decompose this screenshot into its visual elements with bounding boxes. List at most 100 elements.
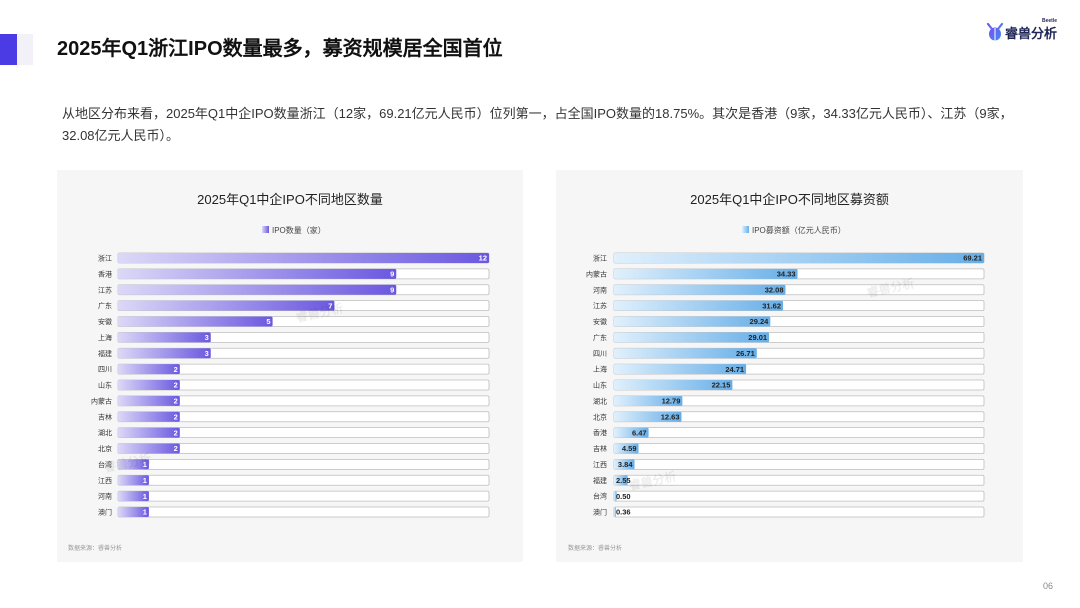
value-label: 12 bbox=[479, 254, 487, 263]
bar-湖北 bbox=[614, 395, 683, 406]
value-label: 29.01 bbox=[748, 333, 767, 342]
legend-label: IPO数量（家） bbox=[272, 225, 326, 235]
bar-河南 bbox=[614, 284, 786, 295]
category-label: 广东 bbox=[593, 333, 607, 342]
bar-湖北 bbox=[118, 427, 180, 438]
title-accent-fade bbox=[17, 34, 33, 65]
value-label: 9 bbox=[390, 285, 394, 294]
category-label: 浙江 bbox=[593, 254, 607, 263]
value-label: 9 bbox=[390, 270, 394, 279]
value-label: 2 bbox=[174, 444, 178, 453]
value-label: 69.21 bbox=[963, 254, 982, 263]
category-label: 上海 bbox=[98, 333, 112, 342]
value-label: 5 bbox=[266, 317, 270, 326]
watermark-text: 睿兽分析 bbox=[103, 450, 153, 475]
value-label: 26.71 bbox=[736, 349, 755, 358]
value-label: 2.55 bbox=[616, 476, 631, 485]
value-label: 1 bbox=[143, 460, 147, 469]
bar-吉林 bbox=[614, 443, 639, 454]
value-label: 22.15 bbox=[712, 381, 731, 390]
value-label: 0.36 bbox=[616, 508, 631, 517]
category-label: 四川 bbox=[593, 350, 607, 358]
category-label: 台湾 bbox=[593, 492, 607, 501]
bar-山东 bbox=[118, 380, 180, 390]
bar-山东 bbox=[614, 380, 733, 390]
title-accent-bar bbox=[0, 34, 17, 65]
chart-title: 2025年Q1中企IPO不同地区募资额 bbox=[690, 192, 889, 207]
value-label: 2 bbox=[174, 365, 178, 374]
logo-subtext: Beetle bbox=[1042, 18, 1058, 24]
category-label: 江苏 bbox=[593, 301, 607, 310]
bar-track bbox=[117, 506, 490, 518]
value-label: 1 bbox=[143, 476, 147, 485]
value-label: 12.63 bbox=[661, 412, 680, 421]
value-label: 3 bbox=[205, 349, 209, 358]
page-title: 2025年Q1浙江IPO数量最多，募资规模居全国首位 bbox=[57, 38, 503, 60]
value-label: 3 bbox=[205, 333, 209, 342]
bar-上海 bbox=[614, 364, 747, 375]
value-label: 2 bbox=[174, 381, 178, 390]
bar-澳门 bbox=[614, 507, 616, 517]
bar-江西 bbox=[614, 459, 635, 470]
bar-track bbox=[613, 506, 985, 518]
category-label: 内蒙古 bbox=[586, 269, 607, 278]
category-label: 安徽 bbox=[593, 317, 607, 326]
bar-track bbox=[613, 490, 985, 502]
bar-track bbox=[117, 490, 490, 502]
value-label: 2 bbox=[174, 428, 178, 437]
bar-track bbox=[613, 458, 985, 470]
value-label: 2 bbox=[174, 397, 178, 406]
category-label: 吉林 bbox=[593, 444, 607, 453]
category-label: 澳门 bbox=[98, 508, 112, 517]
category-label: 上海 bbox=[593, 365, 607, 374]
category-label: 山东 bbox=[98, 381, 112, 390]
category-label: 福建 bbox=[593, 476, 607, 485]
value-label: 12.79 bbox=[662, 397, 681, 406]
beetle-logo-icon bbox=[986, 22, 1004, 41]
bar-台湾 bbox=[614, 491, 617, 502]
bar-北京 bbox=[614, 411, 682, 422]
bars-group: 浙江 69.21 内蒙古 34.33 河南 32.08 江苏 31.62 安徽 29.24 广东 29… bbox=[586, 252, 985, 518]
bar-北京 bbox=[118, 443, 180, 454]
bar-内蒙古 bbox=[614, 268, 798, 279]
ipo-amount-bar-chart: 2025年Q1中企IPO不同地区募资额 IPO募资额（亿元人民币） 浙江 69.2… bbox=[568, 192, 985, 552]
brand-logo: Beetle 睿兽分析 bbox=[984, 16, 1064, 46]
value-label: 4.59 bbox=[622, 444, 637, 453]
value-label: 7 bbox=[328, 301, 332, 310]
category-label: 北京 bbox=[593, 412, 607, 421]
source-note: 数据来源：睿兽分析 bbox=[68, 544, 122, 552]
category-label: 四川 bbox=[98, 366, 112, 374]
chart-title: 2025年Q1中企IPO不同地区数量 bbox=[197, 192, 383, 207]
chart-panel-ipo-amount: 2025年Q1中企IPO不同地区募资额 IPO募资额（亿元人民币） 浙江 69.2… bbox=[556, 170, 1023, 562]
chart-panel-ipo-count: 2025年Q1中企IPO不同地区数量 IPO数量（家） 浙江 12 香港 9 江苏 9 广东… bbox=[57, 170, 523, 562]
bar-福建 bbox=[118, 348, 211, 359]
category-label: 台湾 bbox=[98, 460, 112, 469]
bar-track bbox=[117, 458, 490, 470]
category-label: 香港 bbox=[593, 428, 607, 437]
bar-track bbox=[613, 443, 985, 454]
bar-台湾 bbox=[118, 459, 149, 470]
value-label: 34.33 bbox=[777, 270, 796, 279]
watermark-text: 睿兽分析 bbox=[628, 468, 678, 493]
category-label: 广东 bbox=[98, 301, 112, 310]
category-label: 山东 bbox=[593, 381, 607, 390]
value-label: 3.84 bbox=[618, 460, 633, 469]
legend-label: IPO募资额（亿元人民币） bbox=[752, 225, 846, 235]
page-number: 06 bbox=[1043, 581, 1054, 591]
category-label: 吉林 bbox=[98, 412, 112, 421]
category-label: 内蒙古 bbox=[91, 396, 112, 405]
source-note: 数据来源：睿兽分析 bbox=[568, 544, 622, 552]
logo-text: 睿兽分析 bbox=[1005, 26, 1058, 41]
bar-广东 bbox=[118, 300, 335, 311]
bar-福建 bbox=[614, 475, 628, 486]
bar-四川 bbox=[614, 348, 757, 359]
category-label: 福建 bbox=[98, 349, 112, 358]
bar-澳门 bbox=[118, 507, 149, 517]
bar-安徽 bbox=[614, 316, 771, 327]
category-label: 浙江 bbox=[98, 254, 112, 263]
category-label: 河南 bbox=[593, 285, 607, 294]
category-label: 河南 bbox=[98, 492, 112, 501]
bar-上海 bbox=[118, 332, 211, 343]
